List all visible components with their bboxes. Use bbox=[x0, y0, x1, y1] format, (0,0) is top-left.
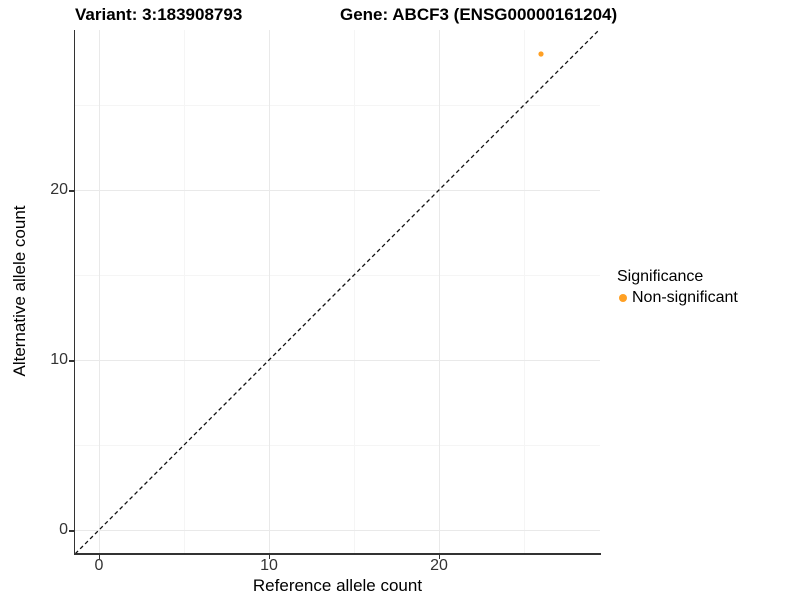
x-tick-mark bbox=[98, 554, 100, 559]
x-tick-mark bbox=[438, 554, 440, 559]
y-axis-line bbox=[73, 30, 75, 555]
x-axis-line bbox=[73, 553, 601, 555]
legend: Significance Non-significant bbox=[617, 268, 738, 307]
gridline-minor-vertical bbox=[524, 30, 525, 553]
gridline-minor-horizontal bbox=[75, 275, 600, 276]
identity-dashed-line bbox=[75, 30, 600, 553]
y-tick-mark bbox=[69, 360, 74, 362]
gridline-minor-vertical bbox=[184, 30, 185, 553]
data-point bbox=[538, 51, 544, 57]
gridline-major-horizontal bbox=[75, 190, 600, 191]
legend-point-icon bbox=[619, 294, 627, 302]
legend-item: Non-significant bbox=[617, 289, 738, 307]
x-tick-label: 10 bbox=[260, 557, 278, 574]
y-tick-label: 20 bbox=[50, 181, 68, 198]
gridline-major-horizontal bbox=[75, 360, 600, 361]
gridline-major-vertical bbox=[439, 30, 440, 553]
gridline-minor-horizontal bbox=[75, 105, 600, 106]
x-tick-mark bbox=[268, 554, 270, 559]
x-tick-label: 0 bbox=[94, 557, 104, 574]
gridline-major-horizontal bbox=[75, 530, 600, 531]
legend-item-label: Non-significant bbox=[632, 289, 738, 306]
y-tick-label: 10 bbox=[50, 351, 68, 368]
y-tick-mark bbox=[69, 190, 74, 192]
gridline-major-vertical bbox=[269, 30, 270, 553]
plot-title-variant: Variant: 3:183908793 bbox=[75, 5, 243, 24]
legend-title: Significance bbox=[617, 268, 704, 285]
y-tick-mark bbox=[69, 530, 74, 532]
x-axis-title: Reference allele count bbox=[252, 576, 423, 595]
gridline-minor-horizontal bbox=[75, 445, 600, 446]
plot-title-gene: Gene: ABCF3 (ENSG00000161204) bbox=[340, 5, 618, 24]
gridline-minor-vertical bbox=[354, 30, 355, 553]
x-tick-label: 20 bbox=[430, 557, 448, 574]
plot-layer-svg bbox=[75, 30, 600, 553]
y-tick-label: 0 bbox=[59, 521, 68, 538]
plot-panel bbox=[75, 30, 600, 553]
data-points-group bbox=[538, 51, 544, 57]
gridline-major-vertical bbox=[99, 30, 100, 553]
